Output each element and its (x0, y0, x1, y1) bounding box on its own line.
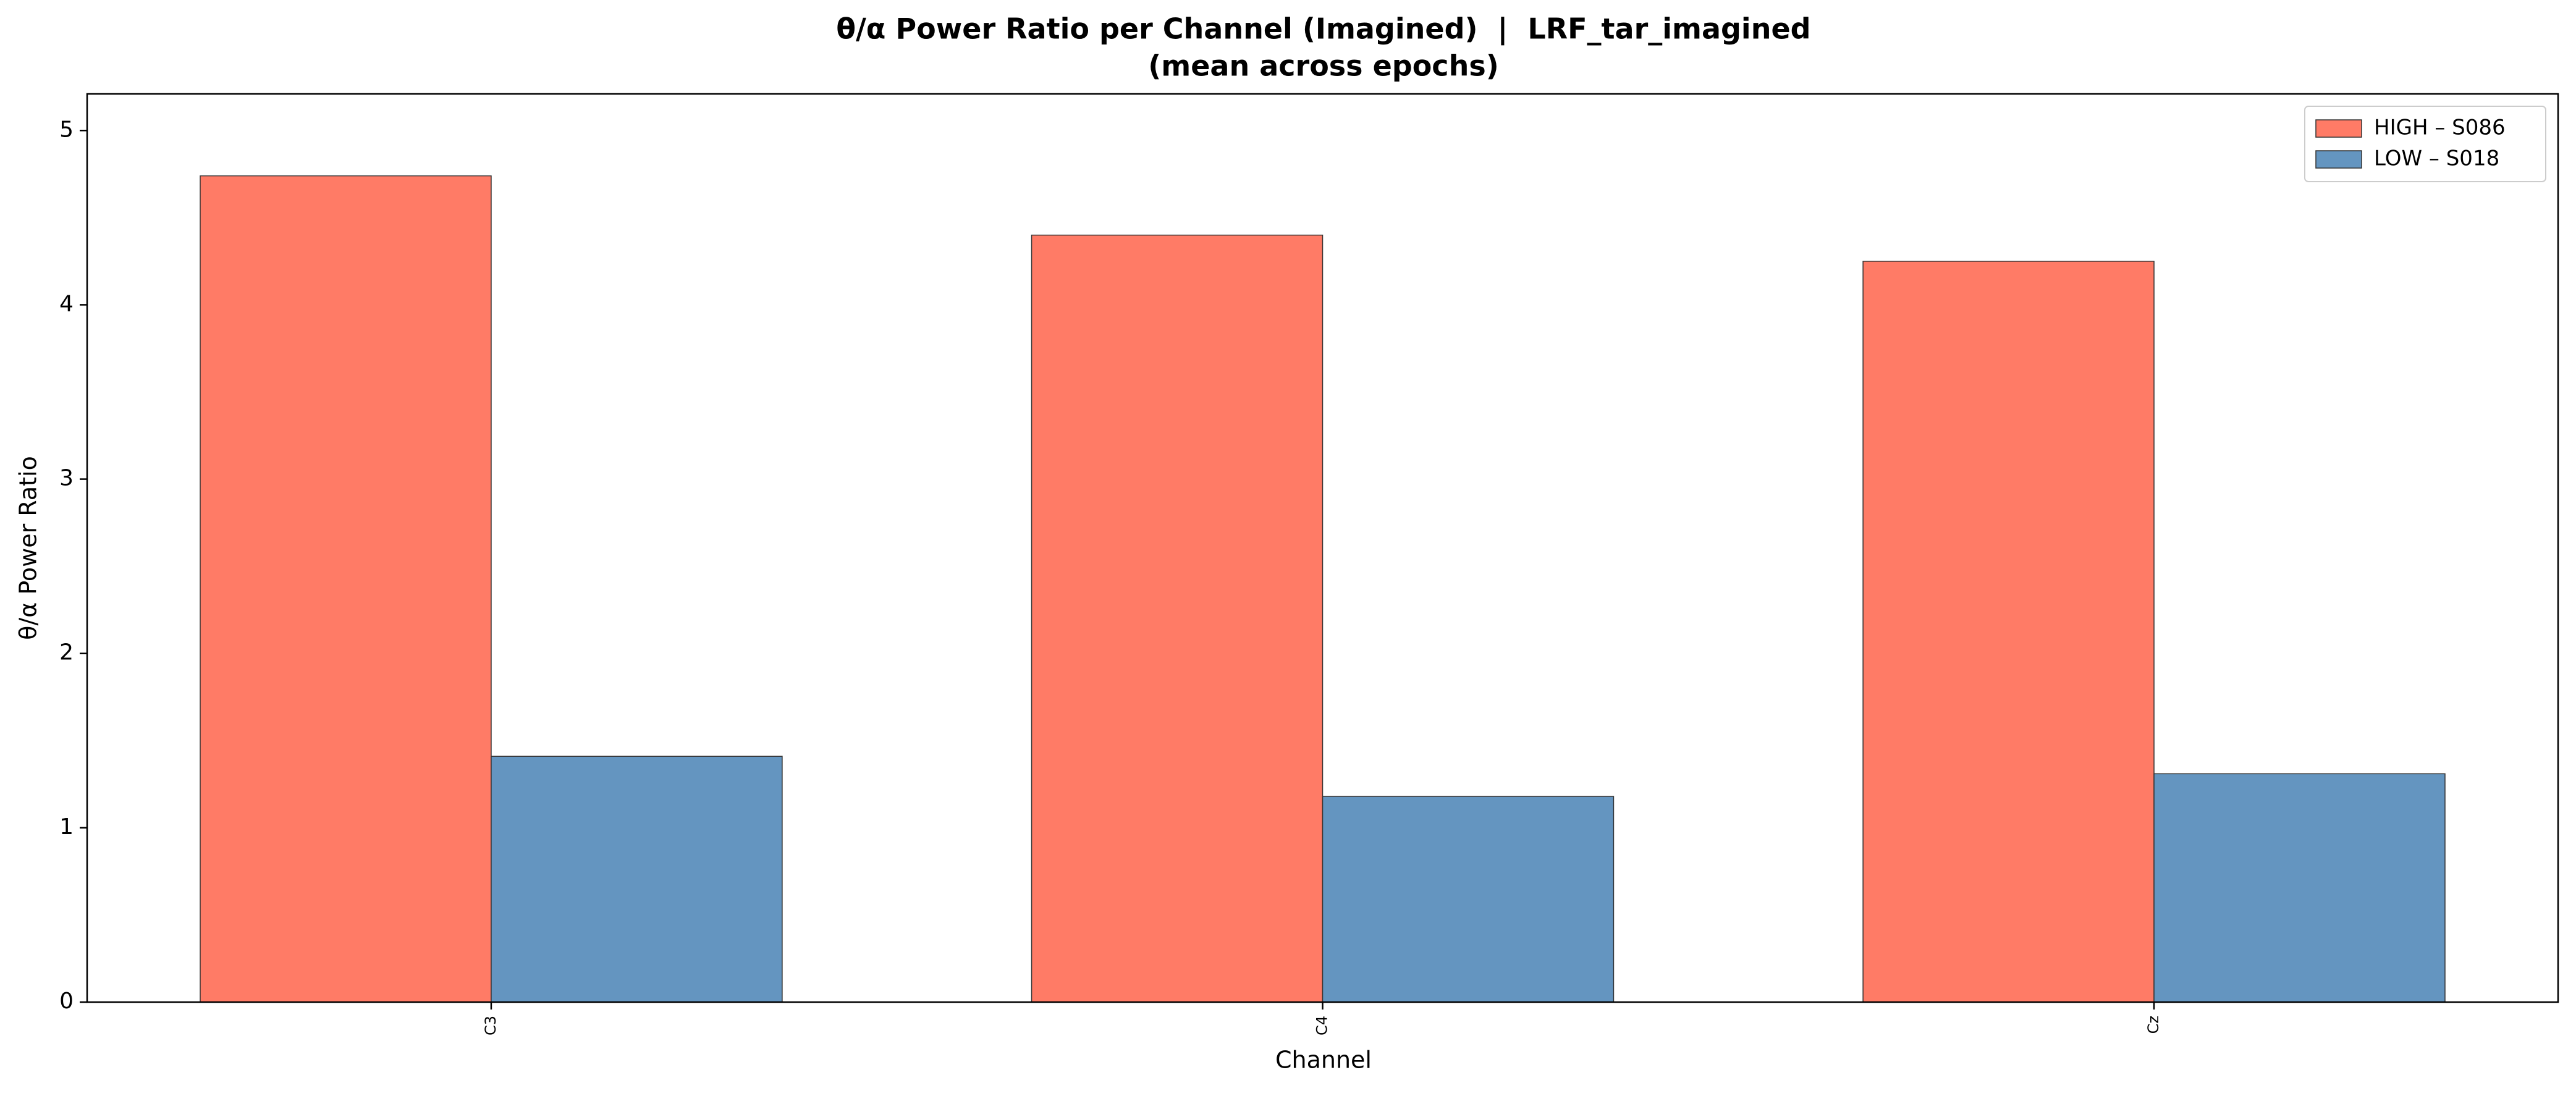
bar (1862, 261, 2155, 1003)
x-tick-label: C4 (1314, 1016, 1331, 1035)
bar (1031, 234, 1324, 1003)
legend-frame (2304, 106, 2546, 182)
bar (491, 756, 783, 1003)
x-tick-label: C3 (482, 1016, 499, 1035)
chart-title: θ/α Power Ratio per Channel (Imagined) |… (836, 12, 1810, 46)
bar (1322, 796, 1615, 1003)
legend-label: LOW – S018 (2374, 146, 2499, 171)
legend-swatch (2315, 150, 2362, 169)
plot-frame (86, 93, 2559, 1003)
x-axis-label: Channel (1275, 1047, 1372, 1074)
y-tick-label: 4 (59, 291, 74, 316)
y-axis-label: θ/α Power Ratio (15, 456, 42, 640)
y-tick-label: 1 (59, 814, 74, 840)
y-tick-label: 3 (59, 466, 74, 491)
y-tick-label: 2 (59, 640, 74, 665)
bar (200, 175, 492, 1003)
y-tick-label: 0 (59, 989, 74, 1014)
legend-swatch (2315, 119, 2362, 138)
bar (2153, 773, 2446, 1003)
y-tick-label: 5 (59, 117, 74, 142)
chart-subtitle: (mean across epochs) (1148, 49, 1498, 83)
legend-label: HIGH – S086 (2374, 116, 2506, 140)
x-tick-label: Cz (2145, 1016, 2162, 1034)
